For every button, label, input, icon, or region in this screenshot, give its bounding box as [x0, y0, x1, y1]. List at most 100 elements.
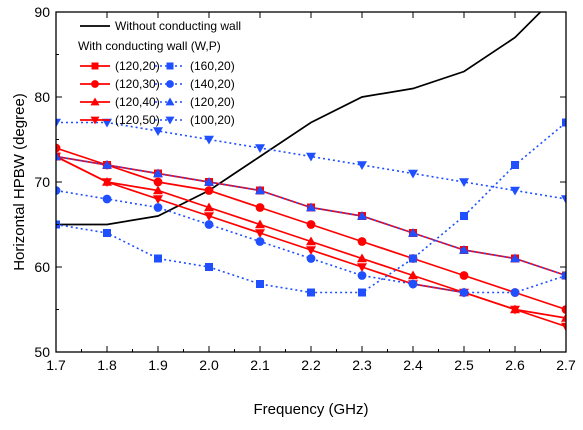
- data-point: [408, 270, 418, 280]
- data-point: [56, 151, 61, 161]
- legend-marker: [91, 62, 99, 70]
- data-point: [357, 237, 367, 246]
- legend-marker: [166, 62, 174, 70]
- x-tick-label: 2.7: [556, 357, 576, 373]
- y-axis-title: Horizontal HPBW (degree): [11, 93, 28, 271]
- legend-entry-4: (120,50): [80, 113, 160, 127]
- legend-label: (120,50): [115, 113, 160, 127]
- legend-marker: [90, 116, 100, 125]
- data-point: [255, 219, 265, 229]
- data-point: [511, 161, 519, 169]
- x-tick-label: 2.5: [454, 357, 474, 373]
- x-tick-label: 2.6: [505, 357, 525, 373]
- x-tick-label: 1.7: [46, 357, 66, 373]
- legend-entry-3: (120,40): [80, 95, 160, 109]
- data-point: [154, 254, 162, 263]
- data-point: [306, 202, 316, 212]
- data-point: [307, 288, 315, 297]
- data-point: [102, 178, 112, 187]
- data-point: [204, 177, 214, 186]
- data-point: [204, 135, 214, 145]
- y-tick-label: 50: [34, 344, 50, 360]
- legend-entry-0: Without conducting wall: [80, 19, 241, 33]
- data-point: [204, 212, 214, 221]
- legend-label: (100,20): [190, 113, 235, 127]
- legend-subtitle: With conducting wall (W,P): [78, 39, 221, 53]
- data-point: [408, 279, 418, 289]
- data-point: [510, 288, 520, 297]
- x-tick-label: 2.2: [301, 357, 321, 373]
- legend-marker: [165, 116, 175, 125]
- data-point: [205, 263, 213, 271]
- series-layer: [56, 12, 566, 332]
- data-point: [256, 280, 264, 288]
- data-point: [204, 220, 214, 229]
- data-point: [459, 178, 469, 187]
- data-point: [306, 236, 316, 246]
- series-0: [56, 12, 542, 226]
- x-tick-label: 1.9: [148, 357, 168, 373]
- series-line: [56, 12, 542, 226]
- data-point: [56, 118, 61, 128]
- data-point: [255, 144, 265, 153]
- data-point: [561, 322, 566, 332]
- series-line: [56, 189, 566, 294]
- legend-entry-6: (140,20): [155, 77, 235, 91]
- y-tick-label: 90: [34, 4, 50, 20]
- data-point: [102, 194, 112, 204]
- legend-marker: [165, 97, 175, 106]
- data-point: [460, 212, 468, 220]
- y-tick-label: 70: [34, 174, 50, 190]
- legend-label: (120,20): [115, 59, 160, 73]
- data-point: [103, 229, 111, 237]
- data-point: [153, 168, 163, 178]
- data-point: [358, 288, 366, 297]
- legend: Without conducting wall With conducting w…: [78, 19, 241, 127]
- y-tick-label: 60: [34, 259, 50, 275]
- data-point: [561, 195, 566, 204]
- legend-marker: [91, 80, 99, 88]
- data-point: [409, 254, 417, 263]
- legend-label: Without conducting wall: [115, 19, 241, 33]
- data-point: [56, 143, 61, 153]
- data-point: [306, 152, 316, 162]
- data-point: [153, 185, 163, 195]
- legend-label: (140,20): [190, 77, 235, 91]
- data-point: [153, 203, 163, 212]
- data-point: [102, 160, 112, 169]
- data-point: [357, 211, 367, 220]
- x-tick-label: 2.0: [199, 357, 219, 373]
- series-6: [56, 186, 566, 297]
- data-point: [408, 228, 418, 237]
- legend-label: (120,30): [115, 77, 160, 91]
- data-point: [561, 313, 566, 322]
- data-point: [56, 186, 61, 195]
- data-point: [459, 245, 469, 254]
- legend-entry-5: (160,20): [155, 59, 235, 73]
- x-tick-label: 1.8: [97, 357, 117, 373]
- data-point: [562, 118, 566, 127]
- series-line: [56, 121, 566, 200]
- data-point: [357, 271, 367, 280]
- data-point: [153, 195, 163, 204]
- data-point: [306, 254, 316, 263]
- data-point: [459, 288, 469, 297]
- data-point: [510, 305, 520, 315]
- data-point: [255, 237, 265, 246]
- data-point: [357, 161, 367, 170]
- legend-entry-8: (100,20): [155, 113, 235, 127]
- data-point: [510, 253, 520, 263]
- data-point: [153, 177, 163, 187]
- data-point: [306, 220, 316, 229]
- data-point: [255, 203, 265, 212]
- data-point: [255, 229, 265, 238]
- legend-label: (120,40): [115, 95, 160, 109]
- data-point: [459, 271, 469, 280]
- series-7: [56, 151, 566, 280]
- data-point: [561, 270, 566, 280]
- data-point: [255, 185, 265, 195]
- data-point: [102, 118, 112, 128]
- data-point: [510, 186, 520, 196]
- legend-entry-1: (120,20): [80, 59, 160, 73]
